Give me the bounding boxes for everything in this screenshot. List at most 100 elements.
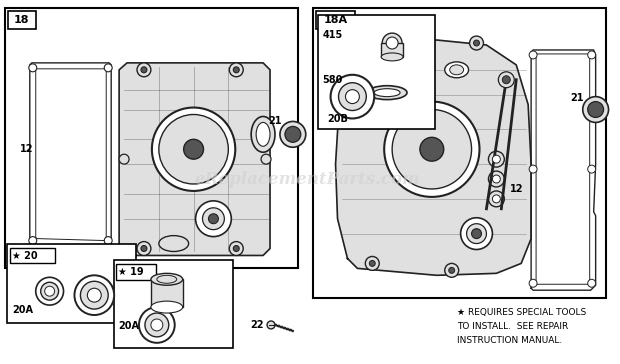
Circle shape (137, 242, 151, 256)
Ellipse shape (445, 62, 469, 78)
Circle shape (492, 175, 500, 183)
Text: ★ 19: ★ 19 (118, 267, 144, 277)
Circle shape (339, 83, 366, 111)
Circle shape (469, 36, 484, 50)
Circle shape (492, 155, 500, 163)
Circle shape (104, 64, 112, 72)
Circle shape (285, 126, 301, 142)
Circle shape (384, 44, 390, 50)
Bar (7, 244, 136, 323)
Circle shape (119, 154, 129, 164)
Circle shape (74, 275, 114, 315)
Circle shape (87, 288, 101, 302)
Circle shape (81, 281, 108, 309)
Circle shape (449, 268, 454, 273)
Text: 21: 21 (570, 93, 584, 103)
Circle shape (229, 242, 243, 256)
Text: ★ REQUIRES SPECIAL TOOLS
TO INSTALL.  SEE REPAIR
INSTRUCTION MANUAL.: ★ REQUIRES SPECIAL TOOLS TO INSTALL. SEE… (457, 308, 586, 345)
Ellipse shape (450, 65, 464, 75)
Circle shape (492, 195, 500, 203)
Circle shape (36, 277, 63, 305)
Circle shape (267, 321, 275, 329)
Bar (116, 264, 156, 280)
Text: ★ 20: ★ 20 (12, 250, 38, 261)
Text: eReplacementParts.com: eReplacementParts.com (195, 170, 420, 187)
Circle shape (152, 107, 235, 191)
Circle shape (159, 115, 228, 184)
Circle shape (529, 51, 537, 59)
Ellipse shape (251, 116, 275, 152)
Circle shape (489, 171, 504, 187)
Ellipse shape (151, 301, 183, 313)
Circle shape (392, 110, 472, 189)
Circle shape (489, 151, 504, 167)
Text: 415: 415 (322, 30, 343, 40)
Circle shape (141, 246, 147, 252)
Circle shape (365, 257, 379, 270)
Circle shape (145, 313, 169, 337)
Circle shape (137, 63, 151, 77)
Circle shape (208, 214, 218, 224)
Bar (151, 279, 183, 307)
Circle shape (588, 102, 604, 118)
Bar (312, 8, 606, 298)
Circle shape (280, 122, 306, 147)
Circle shape (382, 33, 402, 53)
Circle shape (29, 237, 37, 245)
Text: 580: 580 (322, 75, 343, 85)
Circle shape (345, 90, 360, 104)
Circle shape (233, 246, 239, 252)
Circle shape (380, 40, 394, 54)
Circle shape (467, 224, 487, 244)
Circle shape (45, 286, 55, 296)
Circle shape (229, 63, 243, 77)
Circle shape (498, 72, 514, 88)
Ellipse shape (151, 273, 183, 285)
Text: 20B: 20B (327, 115, 348, 124)
Circle shape (195, 201, 231, 237)
Circle shape (370, 260, 375, 266)
Circle shape (203, 208, 224, 230)
Circle shape (29, 64, 37, 72)
Text: 22: 22 (250, 320, 264, 330)
Ellipse shape (374, 89, 400, 96)
Circle shape (233, 67, 239, 73)
Polygon shape (119, 63, 270, 256)
Circle shape (588, 165, 596, 173)
Ellipse shape (367, 86, 407, 100)
Ellipse shape (256, 122, 270, 146)
Text: 12: 12 (510, 184, 523, 194)
Circle shape (384, 102, 479, 197)
Circle shape (139, 307, 175, 343)
Circle shape (529, 279, 537, 287)
Bar (381, 43, 403, 57)
Text: 18: 18 (14, 15, 30, 25)
Circle shape (474, 40, 479, 46)
Circle shape (583, 96, 609, 122)
Circle shape (104, 237, 112, 245)
Ellipse shape (159, 236, 188, 252)
Polygon shape (335, 40, 531, 275)
Circle shape (588, 279, 596, 287)
Ellipse shape (381, 53, 403, 61)
Circle shape (420, 137, 444, 161)
Text: 20A: 20A (118, 321, 139, 331)
Bar (114, 260, 233, 348)
Bar (316, 11, 355, 29)
Circle shape (588, 51, 596, 59)
Circle shape (386, 37, 398, 49)
Circle shape (472, 229, 482, 238)
Text: 12: 12 (20, 144, 33, 154)
Circle shape (461, 218, 492, 249)
Text: 18A: 18A (324, 15, 348, 25)
Circle shape (502, 76, 510, 84)
Circle shape (41, 282, 58, 300)
Text: 21: 21 (268, 116, 282, 126)
Circle shape (261, 154, 271, 164)
Circle shape (184, 139, 203, 159)
Circle shape (529, 165, 537, 173)
Bar (151, 279, 183, 307)
Text: 20A: 20A (12, 305, 33, 315)
Bar (10, 248, 55, 264)
Bar (5, 8, 298, 268)
